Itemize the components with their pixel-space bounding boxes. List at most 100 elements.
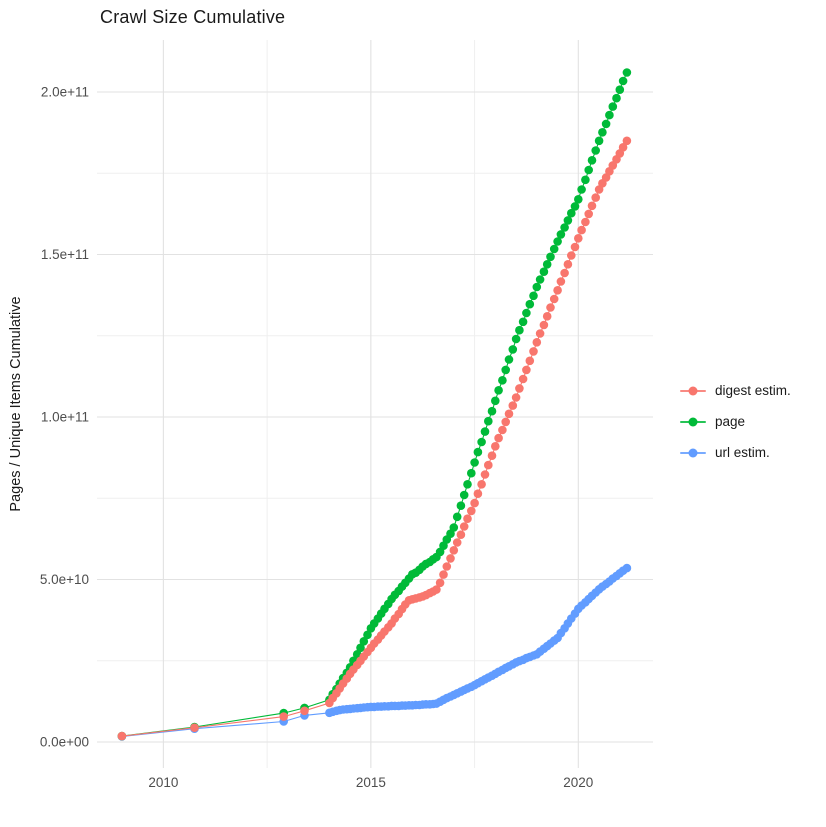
page-point xyxy=(618,76,628,86)
digest-estim-point xyxy=(463,514,472,523)
x-tick-label: 2020 xyxy=(563,775,593,790)
x-tick-label: 2010 xyxy=(148,775,178,790)
digest-estim-point xyxy=(446,554,455,563)
digest-estim-point xyxy=(522,365,531,375)
page-point xyxy=(459,490,469,500)
legend: digest estim. page url estim. xyxy=(680,375,791,468)
digest-estim-point xyxy=(432,585,441,594)
digest-estim-point xyxy=(556,277,566,286)
url-estim-line xyxy=(121,567,628,738)
digest-estim-point xyxy=(467,506,476,516)
page-point xyxy=(449,523,459,532)
page-point xyxy=(574,195,583,204)
page-point xyxy=(504,355,514,364)
digest-estim-point xyxy=(473,489,483,499)
digest-estim-point xyxy=(279,712,289,721)
digest-estim-point xyxy=(535,329,545,338)
page-point xyxy=(563,216,573,225)
page-point xyxy=(535,275,545,284)
page-point xyxy=(570,202,580,211)
digest-estim-point xyxy=(484,460,493,470)
digest-estim-point xyxy=(449,546,459,555)
digest-estim-point xyxy=(511,393,521,402)
page-point xyxy=(452,512,462,522)
digest-estim-point xyxy=(487,451,497,461)
digest-estim-point xyxy=(477,480,486,489)
legend-key-page xyxy=(680,416,706,428)
digest-estim-point xyxy=(563,260,573,269)
page-point xyxy=(467,468,476,478)
page-point xyxy=(553,237,562,246)
page-point xyxy=(529,291,538,301)
digest-estim-point xyxy=(117,731,127,741)
legend-key-digest-estim xyxy=(680,385,706,397)
page-point xyxy=(539,267,549,277)
digest-estim-point xyxy=(491,442,500,451)
digest-estim-point xyxy=(439,570,448,579)
y-tick-label: 1.0e+11 xyxy=(41,410,89,425)
page-point xyxy=(605,110,614,120)
legend-item-url-estim: url estim. xyxy=(680,437,791,468)
page-point xyxy=(598,128,607,137)
digest-estim-point xyxy=(560,268,569,278)
page-point xyxy=(525,299,535,309)
page-point xyxy=(487,406,497,416)
page-point xyxy=(498,376,507,385)
page-point xyxy=(463,480,472,489)
page-point xyxy=(549,244,559,254)
digest-estim-point xyxy=(190,723,199,732)
page-point xyxy=(601,119,611,129)
digest-estim-point xyxy=(549,294,559,304)
legend-item-digest-estim: digest estim. xyxy=(680,375,791,406)
y-tick-label: 5.0e+10 xyxy=(40,572,89,587)
digest-estim-point xyxy=(501,417,511,427)
digest-estim-point xyxy=(470,498,479,508)
legend-label-digest-estim: digest estim. xyxy=(715,383,791,398)
digest-estim-point xyxy=(504,409,514,419)
digest-estim-point xyxy=(480,470,490,479)
digest-estim-point xyxy=(539,320,549,330)
legend-label-url-estim: url estim. xyxy=(715,445,770,460)
page-point xyxy=(484,416,493,426)
digest-estim-point xyxy=(498,425,507,435)
page-point xyxy=(522,308,531,318)
digest-estim-point xyxy=(456,530,466,539)
page-point xyxy=(581,175,590,185)
page-point xyxy=(470,458,479,467)
digest-estim-point xyxy=(553,286,562,295)
page-point xyxy=(456,501,466,511)
digest-estim-point xyxy=(567,251,576,260)
url-estim-point xyxy=(622,563,632,573)
digest-estim-point xyxy=(574,234,583,243)
page-line xyxy=(121,72,628,737)
page-point xyxy=(577,185,586,194)
page-point xyxy=(477,437,486,447)
page-point xyxy=(542,260,552,269)
digest-estim-point xyxy=(435,578,445,588)
legend-dot-swatch xyxy=(688,386,698,395)
page-point xyxy=(608,102,618,111)
digest-estim-point xyxy=(591,193,600,202)
page-point xyxy=(587,156,597,165)
digest-estim-point xyxy=(546,303,555,312)
digest-estim-point xyxy=(532,338,542,347)
digest-estim-point xyxy=(587,201,597,211)
page-point xyxy=(615,85,625,94)
page-point xyxy=(515,325,524,335)
legend-key-url-estim xyxy=(680,447,706,459)
digest-estim-point xyxy=(300,706,309,716)
page-point xyxy=(622,68,632,77)
digest-estim-point xyxy=(542,312,552,321)
page-point xyxy=(546,252,555,262)
y-tick-label: 0.0e+00 xyxy=(40,735,89,750)
digest-estim-point xyxy=(618,143,628,152)
digest-estim-point xyxy=(584,209,593,219)
digest-estim-point xyxy=(459,522,469,531)
legend-item-page: page xyxy=(680,406,791,437)
page-point xyxy=(560,223,569,232)
page-point xyxy=(556,230,566,239)
digest-estim-point xyxy=(508,401,518,410)
page-point xyxy=(352,650,362,659)
